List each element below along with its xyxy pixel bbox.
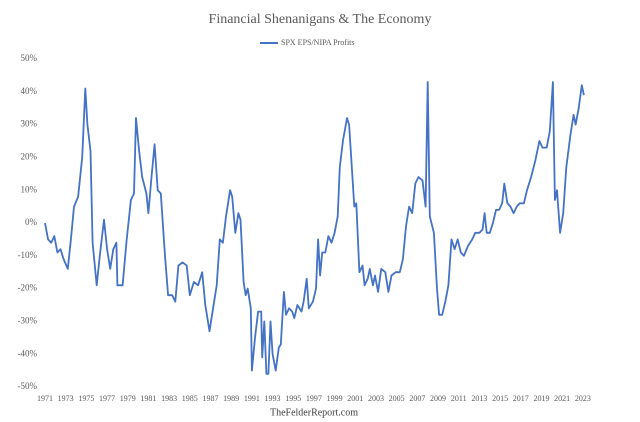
x-tick-label: 2009 bbox=[430, 394, 446, 403]
chart-title: Financial Shenanigans & The Economy bbox=[209, 12, 432, 27]
y-tick-label: -40% bbox=[18, 348, 38, 358]
x-tick-label: 1997 bbox=[306, 394, 322, 403]
x-tick-label: 1973 bbox=[58, 394, 74, 403]
x-tick-label: 2011 bbox=[451, 394, 467, 403]
y-tick-label: 0% bbox=[25, 217, 38, 227]
legend-label: SPX EPS/NIPA Profits bbox=[281, 38, 355, 47]
series-line bbox=[44, 81, 585, 375]
y-tick-label: -20% bbox=[18, 283, 38, 293]
x-tick-label: 2021 bbox=[554, 394, 570, 403]
x-tick-label: 1987 bbox=[202, 394, 218, 403]
x-tick-label: 1979 bbox=[120, 394, 136, 403]
x-tick-label: 2001 bbox=[347, 394, 363, 403]
x-tick-label: 2015 bbox=[492, 394, 508, 403]
x-tick-label: 2017 bbox=[513, 394, 529, 403]
x-tick-label: 1993 bbox=[265, 394, 281, 403]
source: TheFelderReport.com bbox=[270, 407, 358, 418]
x-tick-label: 1971 bbox=[37, 394, 53, 403]
x-tick-label: 1981 bbox=[140, 394, 156, 403]
x-tick-label: 1983 bbox=[161, 394, 177, 403]
x-tick-label: 1975 bbox=[78, 394, 94, 403]
y-tick-label: 10% bbox=[21, 184, 38, 194]
x-tick-label: 1999 bbox=[327, 394, 343, 403]
x-tick-label: 2013 bbox=[471, 394, 487, 403]
x-tick-label: 2023 bbox=[575, 394, 591, 403]
y-tick-label: 20% bbox=[21, 151, 38, 161]
x-tick-label: 1985 bbox=[182, 394, 198, 403]
x-tick-label: 1991 bbox=[244, 394, 260, 403]
x-tick-label: 1977 bbox=[99, 394, 115, 403]
y-tick-label: -10% bbox=[18, 250, 38, 260]
x-tick-label: 2007 bbox=[409, 394, 425, 403]
x-tick-label: 2005 bbox=[389, 394, 405, 403]
y-tick-label: 50% bbox=[21, 53, 38, 63]
y-tick-label: -30% bbox=[18, 315, 38, 325]
x-tick-label: 2019 bbox=[533, 394, 549, 403]
x-tick-label: 1989 bbox=[223, 394, 239, 403]
x-tick-label: 2003 bbox=[368, 394, 384, 403]
y-tick-label: 30% bbox=[21, 119, 38, 129]
y-tick-label: 40% bbox=[21, 86, 38, 96]
y-tick-label: -50% bbox=[18, 381, 38, 391]
x-tick-label: 1995 bbox=[285, 394, 301, 403]
